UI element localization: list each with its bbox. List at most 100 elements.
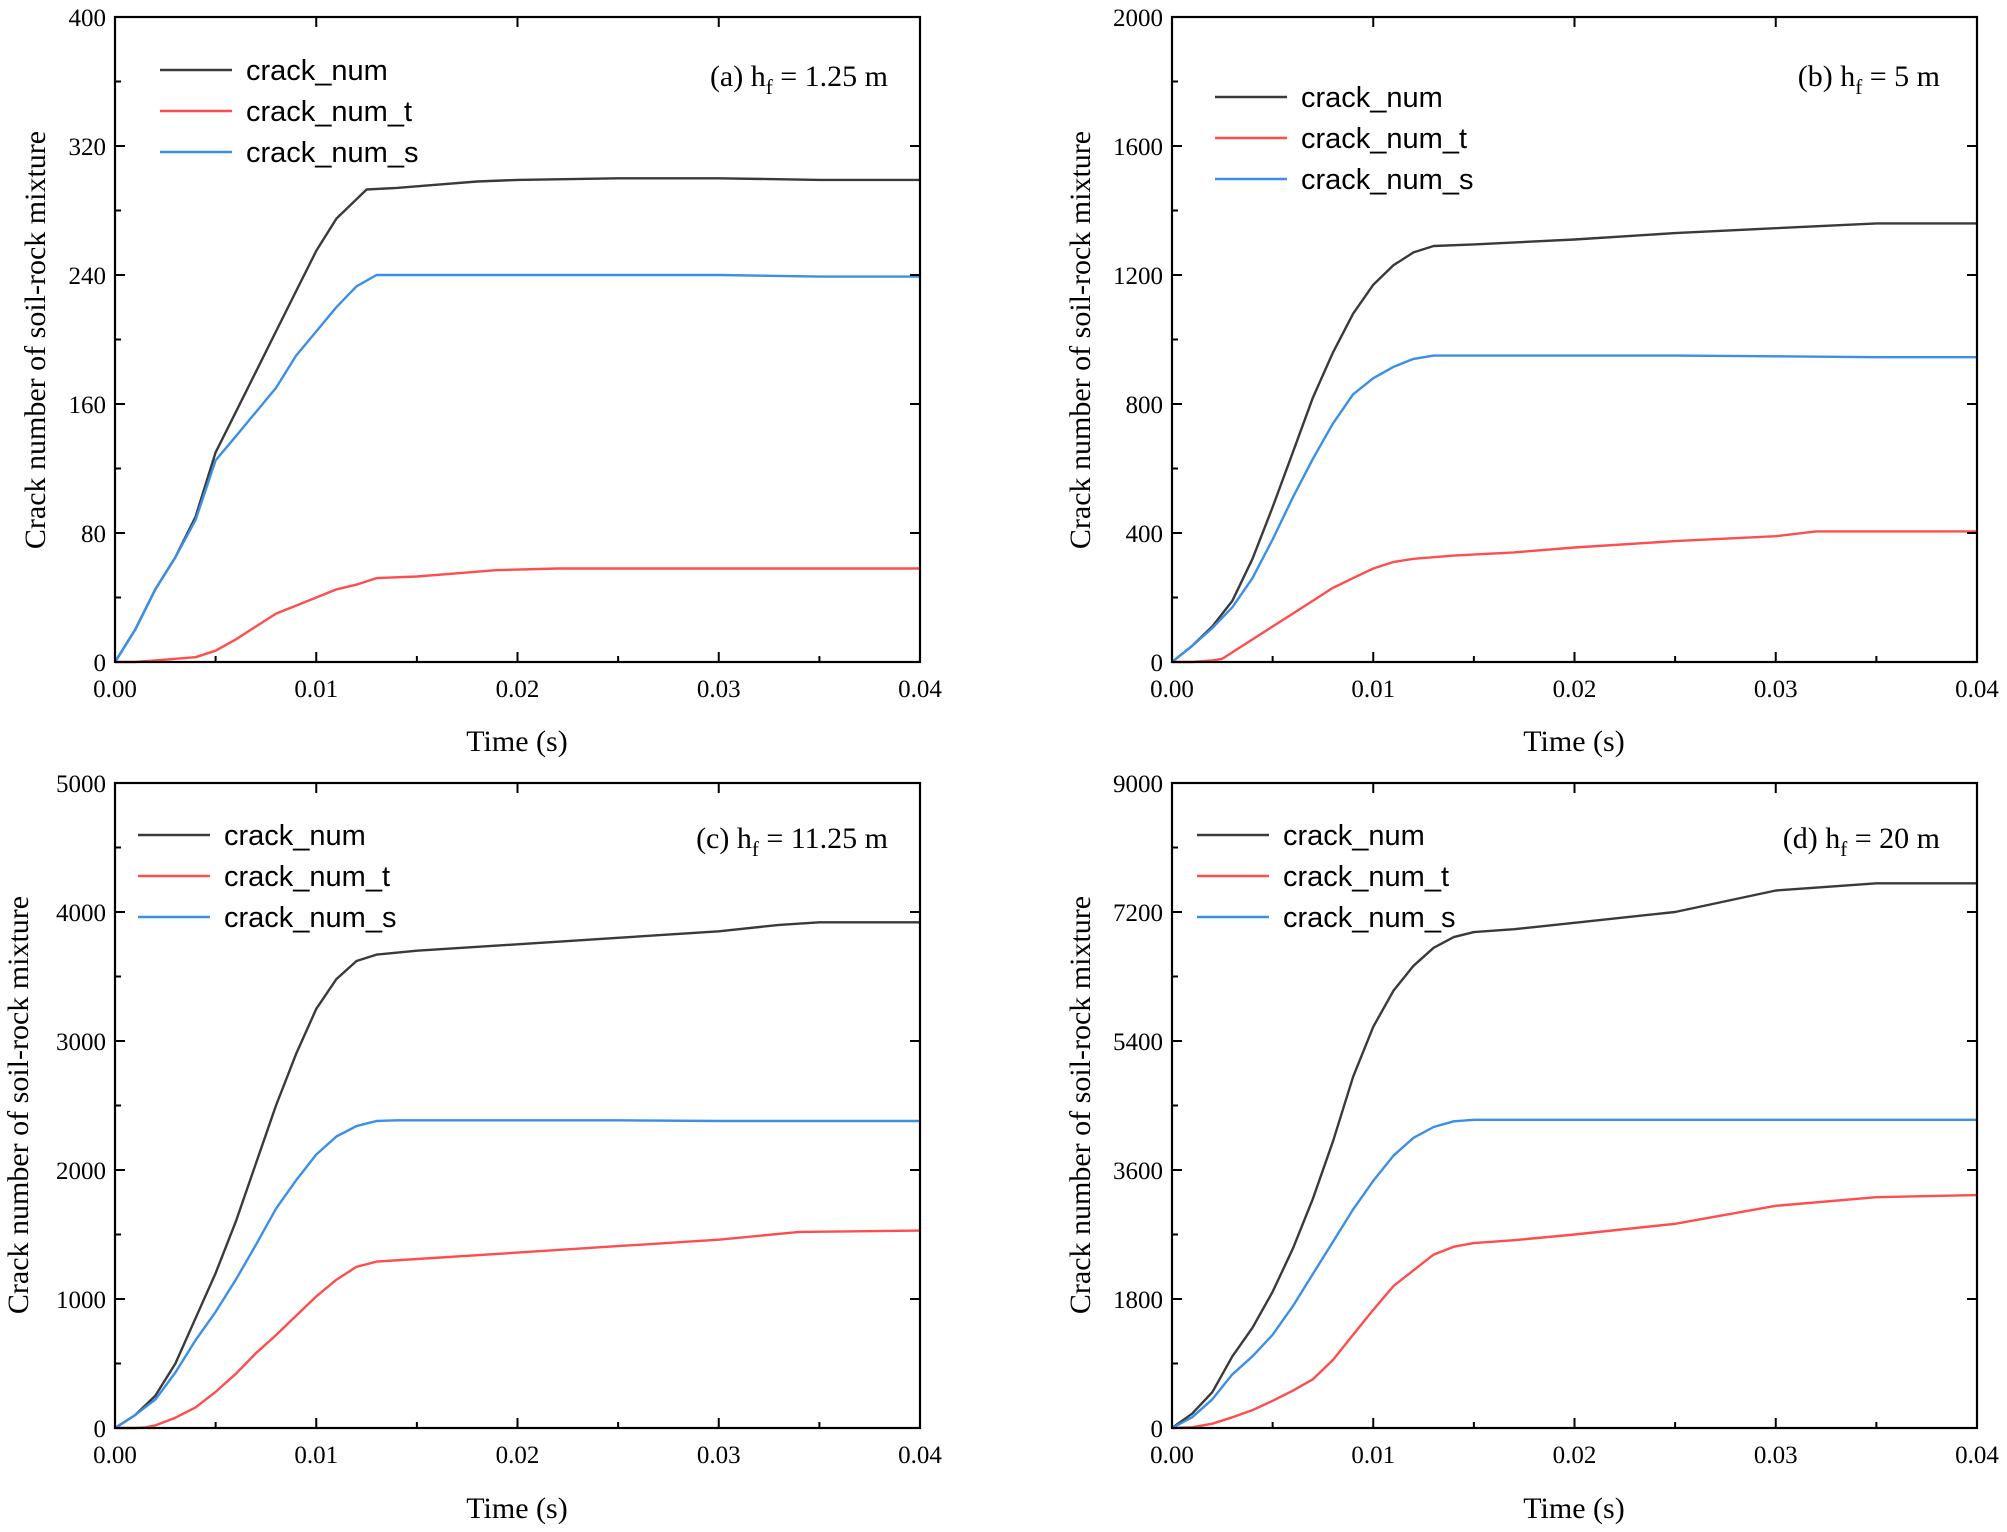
- panel-d-legend: crack_num crack_num_t crack_num_s: [1197, 820, 1455, 934]
- panel-a-annotation-prefix: (a) h: [710, 60, 766, 93]
- panel-a-ylabel: Crack number of soil-rock mixture: [19, 131, 52, 549]
- panel-a-xtick-label: 0.04: [898, 676, 942, 703]
- panel-b-ytick-label: 0: [1151, 650, 1164, 677]
- panel-a-ytick-label: 0: [94, 650, 107, 677]
- panel-b-ytick-label: 1200: [1113, 263, 1163, 290]
- panel-b-ytick-label: 1600: [1113, 134, 1163, 161]
- panel-b-series-crack-num: [1171, 222, 1977, 663]
- panel-a-annotation: (a) hf = 1.25 m: [710, 60, 888, 99]
- panel-a-legend-label: crack_num_s: [246, 137, 418, 169]
- panel-d-xlabel: Time (s): [1523, 1492, 1624, 1525]
- panel-c-legend-label: crack_num_s: [224, 902, 396, 934]
- panel-c: 0.00 0.01 0.02 0.03 0.04 0 1000 2000 3000 4000 500…: [2, 771, 942, 1525]
- panel-a-xtick-label: 0.00: [93, 676, 137, 703]
- panel-c-ytick-label: 4000: [56, 900, 106, 927]
- panel-a: 0.00 0.01 0.02 0.03 0.04 0 80 160 240 320 400 Time…: [19, 5, 942, 758]
- panel-b-legend-label: crack_num: [1301, 82, 1443, 114]
- panel-c-plot: 0.00 0.01 0.02 0.03 0.04 0 1000 2000 3000 4000 500…: [56, 771, 942, 1469]
- panel-d-annotation-suffix: = 20 m: [1847, 822, 1940, 855]
- panel-a-annotation-suffix: = 1.25 m: [773, 60, 888, 93]
- panel-c-ytick-label: 0: [94, 1416, 107, 1443]
- panel-a-ytick-label: 240: [69, 263, 107, 290]
- panel-a-legend: crack_num crack_num_t crack_num_s: [160, 55, 418, 169]
- panel-b-xtick-label: 0.03: [1754, 676, 1798, 703]
- panel-c-series-crack-num-t: [115, 1229, 921, 1430]
- panel-d-ytick-label: 0: [1151, 1416, 1164, 1443]
- panel-b-xlabel: Time (s): [1523, 725, 1624, 758]
- panel-c-xtick-label: 0.03: [697, 1442, 741, 1469]
- panel-b-annotation-prefix: (b) h: [1798, 60, 1855, 93]
- panel-d-annotation: (d) hf = 20 m: [1783, 822, 1940, 861]
- panel-c-annotation-sub: f: [752, 837, 759, 861]
- panel-c-xtick-label: 0.02: [496, 1442, 540, 1469]
- panel-d-plot: 0.00 0.01 0.02 0.03 0.04 0 1800 3600 5400 7200 900…: [1113, 771, 1999, 1469]
- panel-c-ylabel: Crack number of soil-rock mixture: [2, 896, 35, 1314]
- panel-a-xtick-label: 0.03: [697, 676, 741, 703]
- panel-d-series-crack-num-s: [1171, 1118, 1977, 1430]
- panel-a-plot: 0.00 0.01 0.02 0.03 0.04 0 80 160 240 320 400: [69, 5, 943, 703]
- panel-b-annotation-sub: f: [1855, 75, 1862, 99]
- panel-c-legend-label: crack_num: [224, 820, 366, 852]
- panel-a-ytick-label: 320: [69, 134, 107, 161]
- panel-a-legend-label: crack_num: [246, 55, 388, 87]
- panel-c-series-crack-num-s: [114, 1119, 920, 1430]
- panel-b-series-crack-num-t: [1172, 530, 1977, 664]
- panel-a-series-crack-num-t: [115, 567, 920, 664]
- panel-c-series-crack-num: [114, 921, 920, 1430]
- panel-b-ytick-label: 2000: [1113, 5, 1163, 32]
- panel-d: 0.00 0.01 0.02 0.03 0.04 0 1800 3600 5400 7200 900…: [1064, 771, 1999, 1525]
- panel-b-xtick-label: 0.04: [1955, 676, 1999, 703]
- panel-a-axes-frame: [113, 15, 922, 664]
- panel-b-plot: 0.00 0.01 0.02 0.03 0.04 0 400 800 1200 1600 2000: [1113, 5, 1999, 703]
- panel-c-ytick-label: 1000: [56, 1287, 106, 1314]
- panel-a-ytick-label: 400: [69, 5, 107, 32]
- panel-b-legend-label: crack_num_s: [1301, 164, 1473, 196]
- panel-d-ytick-label: 3600: [1113, 1158, 1163, 1185]
- panel-b-ytick-label: 400: [1126, 521, 1164, 548]
- panel-d-xtick-label: 0.01: [1351, 1442, 1395, 1469]
- panel-a-annotation-sub: f: [766, 75, 773, 99]
- panel-d-xtick-label: 0.00: [1150, 1442, 1194, 1469]
- panel-d-ytick-label: 5400: [1113, 1029, 1163, 1056]
- panel-d-ytick-label: 1800: [1113, 1287, 1163, 1314]
- panel-d-legend-label: crack_num: [1283, 820, 1425, 852]
- panel-b-legend-label: crack_num_t: [1301, 123, 1467, 155]
- panel-c-xtick-label: 0.01: [294, 1442, 338, 1469]
- panel-c-legend: crack_num crack_num_t crack_num_s: [138, 820, 396, 934]
- panel-b-series-crack-num-s: [1171, 354, 1977, 663]
- panel-a-series-crack-num: [113, 177, 920, 663]
- panel-b-ylabel: Crack number of soil-rock mixture: [1064, 131, 1097, 549]
- panel-c-annotation: (c) hf = 11.25 m: [696, 822, 888, 861]
- panel-a-xlabel: Time (s): [466, 725, 567, 758]
- panel-d-xtick-label: 0.03: [1754, 1442, 1798, 1469]
- panel-d-ytick-label: 9000: [1113, 771, 1163, 798]
- panel-a-xtick-label: 0.02: [496, 676, 540, 703]
- panel-d-series-crack-num: [1171, 882, 1977, 1429]
- panel-d-annotation-prefix: (d) h: [1783, 822, 1840, 855]
- panel-b-xtick-label: 0.02: [1553, 676, 1597, 703]
- panel-c-ytick-label: 3000: [56, 1029, 106, 1056]
- panel-c-ytick-label: 2000: [56, 1158, 106, 1185]
- panel-b-annotation-suffix: = 5 m: [1862, 60, 1940, 93]
- panel-c-ytick-label: 5000: [56, 771, 106, 798]
- panel-d-xtick-label: 0.02: [1553, 1442, 1597, 1469]
- panel-c-annotation-suffix: = 11.25 m: [759, 822, 888, 855]
- panel-b-ytick-label: 800: [1126, 392, 1164, 419]
- panel-a-series-crack-num-s: [113, 273, 920, 663]
- panel-b: 0.00 0.01 0.02 0.03 0.040400800120016002000 …: [1064, 5, 1999, 758]
- panel-a-ytick-label: 80: [81, 521, 106, 548]
- panel-c-xtick-label: 0.00: [93, 1442, 137, 1469]
- panel-d-legend-label: crack_num_t: [1283, 861, 1449, 893]
- panel-a-legend-label: crack_num_t: [246, 96, 412, 128]
- panel-c-xlabel: Time (s): [466, 1492, 567, 1525]
- panel-c-xtick-label: 0.04: [898, 1442, 942, 1469]
- panel-d-ytick-label: 7200: [1113, 900, 1163, 927]
- panel-b-xtick-label: 0.00: [1150, 676, 1194, 703]
- panel-c-legend-label: crack_num_t: [224, 861, 390, 893]
- panel-d-xtick-label: 0.04: [1955, 1442, 1999, 1469]
- panel-b-axes-frame: [1170, 15, 1979, 664]
- panel-c-annotation-prefix: (c) h: [696, 822, 752, 855]
- panel-d-ylabel: Crack number of soil-rock mixture: [1064, 896, 1097, 1314]
- panel-d-series-crack-num-t: [1171, 1193, 1978, 1430]
